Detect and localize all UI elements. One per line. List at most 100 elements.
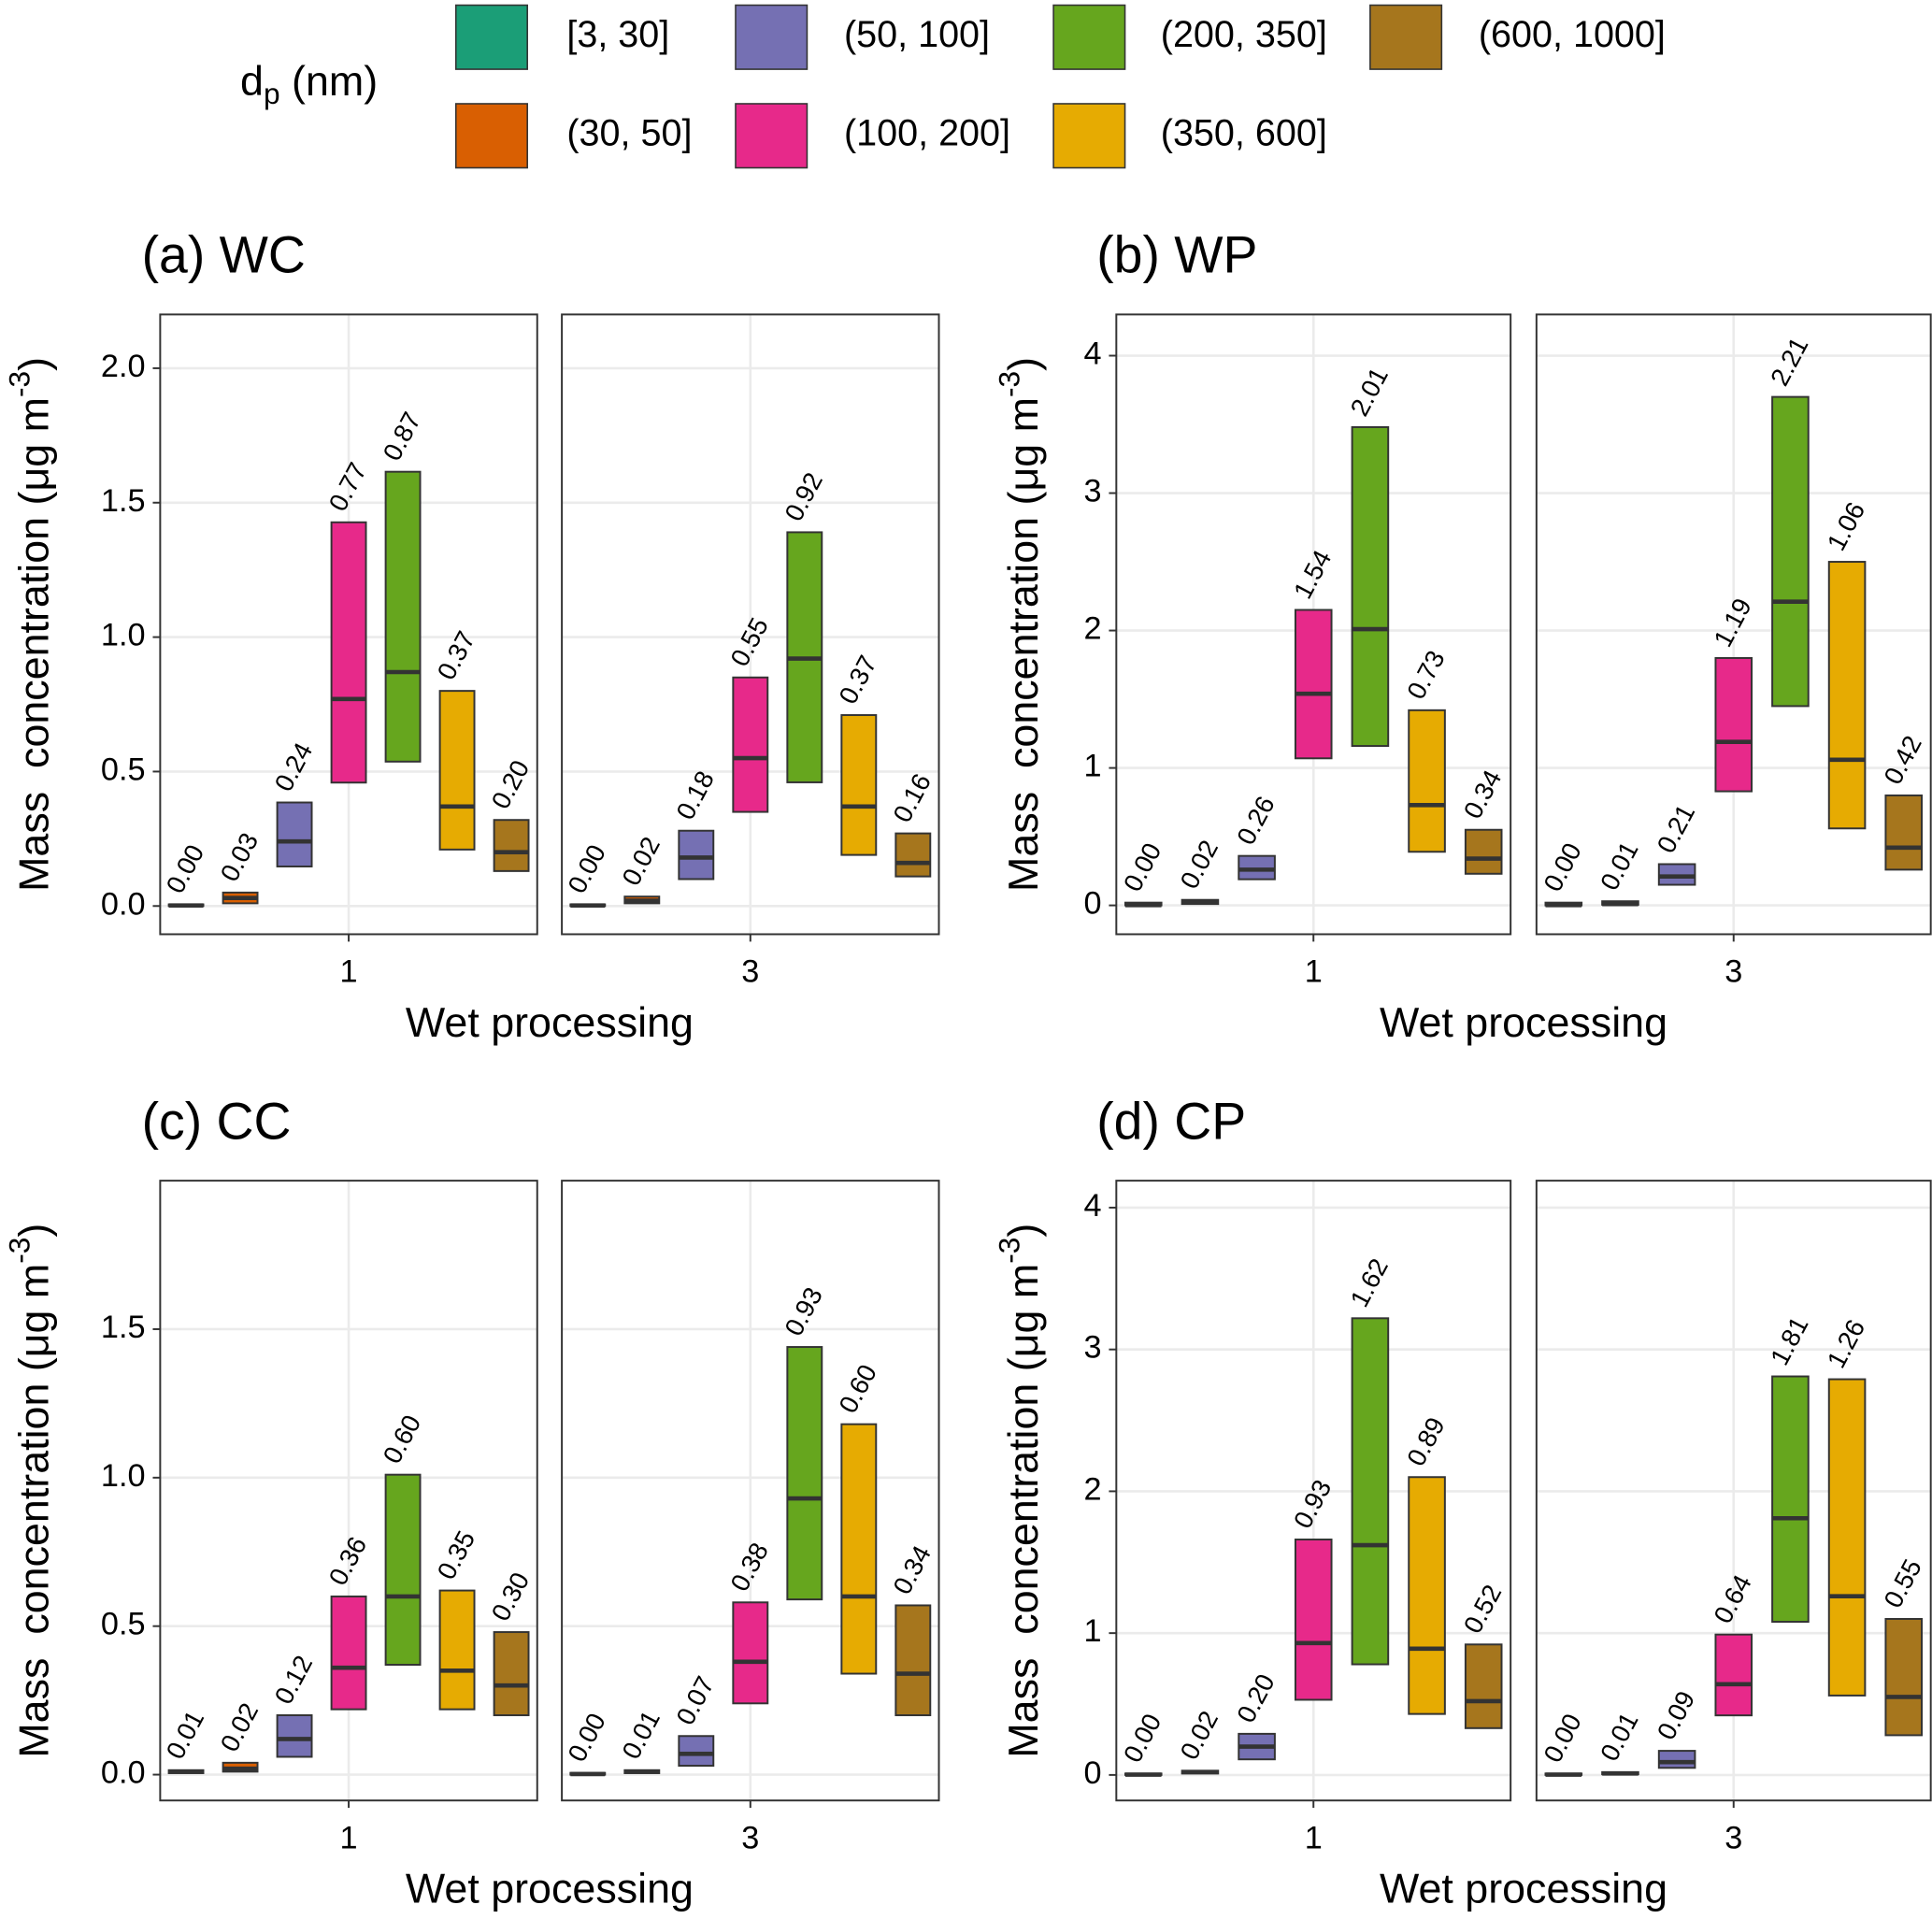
x-tick-label: 3: [1724, 954, 1742, 990]
y-tick-label: 0.0: [101, 1755, 146, 1791]
box: [276, 1714, 313, 1758]
legend-key: [1052, 4, 1126, 70]
legend-label: (30, 50]: [566, 113, 692, 154]
y-tick-label: 1.5: [101, 483, 146, 519]
y-tick-label: 3: [1083, 474, 1101, 509]
y-axis-label: Mass concentration (μg m-3): [993, 1224, 1047, 1758]
legend-key: [1052, 103, 1126, 169]
panel-border: [159, 1180, 538, 1802]
y-tick-label: 1.5: [101, 1310, 146, 1345]
x-tick-label: 1: [340, 954, 358, 990]
panel-border: [1115, 313, 1512, 936]
x-tick-label: 3: [1724, 1820, 1742, 1855]
y-axis-label-sup: -3: [993, 371, 1026, 397]
box: [786, 1346, 823, 1601]
x-axis-label: Wet processing: [406, 1866, 694, 1912]
box: [678, 1735, 715, 1768]
legend-title-unit: (nm): [280, 58, 379, 105]
y-tick-label: 0.5: [101, 1607, 146, 1642]
y-axis-label-main: Mass concentration (μg m: [1000, 397, 1047, 892]
box: [1714, 656, 1753, 793]
box: [1408, 1476, 1446, 1715]
box: [894, 832, 932, 878]
box: [1408, 709, 1446, 853]
box: [330, 521, 367, 784]
x-tick-label: 3: [741, 1820, 759, 1855]
legend-key: [735, 4, 809, 70]
legend-label: (100, 200]: [844, 113, 1010, 154]
y-tick-label: 0: [1083, 1755, 1101, 1791]
y-axis-label-end: ): [1000, 1224, 1047, 1238]
panel-border: [159, 313, 538, 936]
box: [330, 1595, 367, 1711]
y-axis-label-end: ): [10, 357, 57, 371]
x-tick-label: 1: [340, 1820, 358, 1855]
legend-label: [3, 30]: [566, 14, 669, 55]
legend-key: [735, 103, 809, 169]
y-tick-label: 1: [1083, 749, 1101, 784]
box: [1884, 794, 1924, 871]
x-axis-label: Wet processing: [406, 999, 694, 1046]
y-tick-label: 1: [1083, 1613, 1101, 1649]
y-axis-label-end: ): [10, 1224, 57, 1238]
y-tick-label: 1.0: [101, 618, 146, 653]
y-tick-label: 3: [1083, 1330, 1101, 1366]
box: [1714, 1633, 1753, 1717]
panel-title: (d) CP: [1096, 1092, 1246, 1150]
legend-label: (350, 600]: [1161, 113, 1327, 154]
y-axis-label: Mass concentration (μg m-3): [3, 357, 57, 892]
y-tick-label: 0.0: [101, 886, 146, 922]
y-axis-label-end: ): [1000, 357, 1047, 371]
y-tick-label: 2: [1083, 611, 1101, 647]
box: [1884, 1617, 1924, 1737]
legend-label: (600, 1000]: [1479, 14, 1666, 55]
box: [493, 819, 530, 872]
x-tick-label: 3: [741, 954, 759, 990]
box: [1827, 1378, 1867, 1697]
y-tick-label: 4: [1083, 1188, 1101, 1224]
panel-title: (b) WP: [1096, 226, 1257, 284]
y-tick-label: 4: [1083, 337, 1101, 372]
box: [1351, 1317, 1390, 1666]
legend-label: (200, 350]: [1161, 14, 1327, 55]
x-tick-label: 1: [1305, 954, 1323, 990]
box: [438, 690, 476, 851]
box: [894, 1604, 932, 1717]
box: [1771, 395, 1810, 708]
y-tick-label: 0: [1083, 886, 1101, 922]
box: [438, 1589, 476, 1711]
legend-title-sub: p: [264, 77, 280, 110]
panel-border: [561, 1180, 940, 1802]
box: [1351, 425, 1390, 748]
y-axis-label-sup: -3: [3, 371, 36, 397]
box: [1294, 609, 1333, 760]
box: [1657, 1750, 1696, 1769]
box: [276, 801, 313, 867]
y-tick-label: 2.0: [101, 349, 146, 384]
legend-title: dp (nm): [240, 58, 378, 111]
y-tick-label: 2: [1083, 1471, 1101, 1507]
x-axis-label: Wet processing: [1380, 1866, 1667, 1912]
panel-border: [1535, 313, 1932, 936]
box: [1771, 1375, 1810, 1624]
box: [732, 676, 769, 813]
legend-key: [454, 4, 528, 70]
panel-border: [1115, 1180, 1512, 1802]
box: [384, 470, 422, 763]
x-tick-label: 1: [1305, 1820, 1323, 1855]
panel-border: [1535, 1180, 1932, 1802]
box: [840, 1423, 878, 1675]
box: [1294, 1539, 1333, 1701]
box: [1827, 561, 1867, 830]
y-tick-label: 1.0: [101, 1458, 146, 1494]
box: [384, 1473, 422, 1666]
box: [678, 829, 715, 881]
x-axis-label: Wet processing: [1380, 999, 1667, 1046]
panel-title: (c) CC: [142, 1092, 292, 1150]
box: [840, 714, 878, 856]
y-tick-label: 0.5: [101, 752, 146, 787]
box: [493, 1631, 530, 1717]
box: [1464, 828, 1503, 875]
box: [732, 1601, 769, 1705]
